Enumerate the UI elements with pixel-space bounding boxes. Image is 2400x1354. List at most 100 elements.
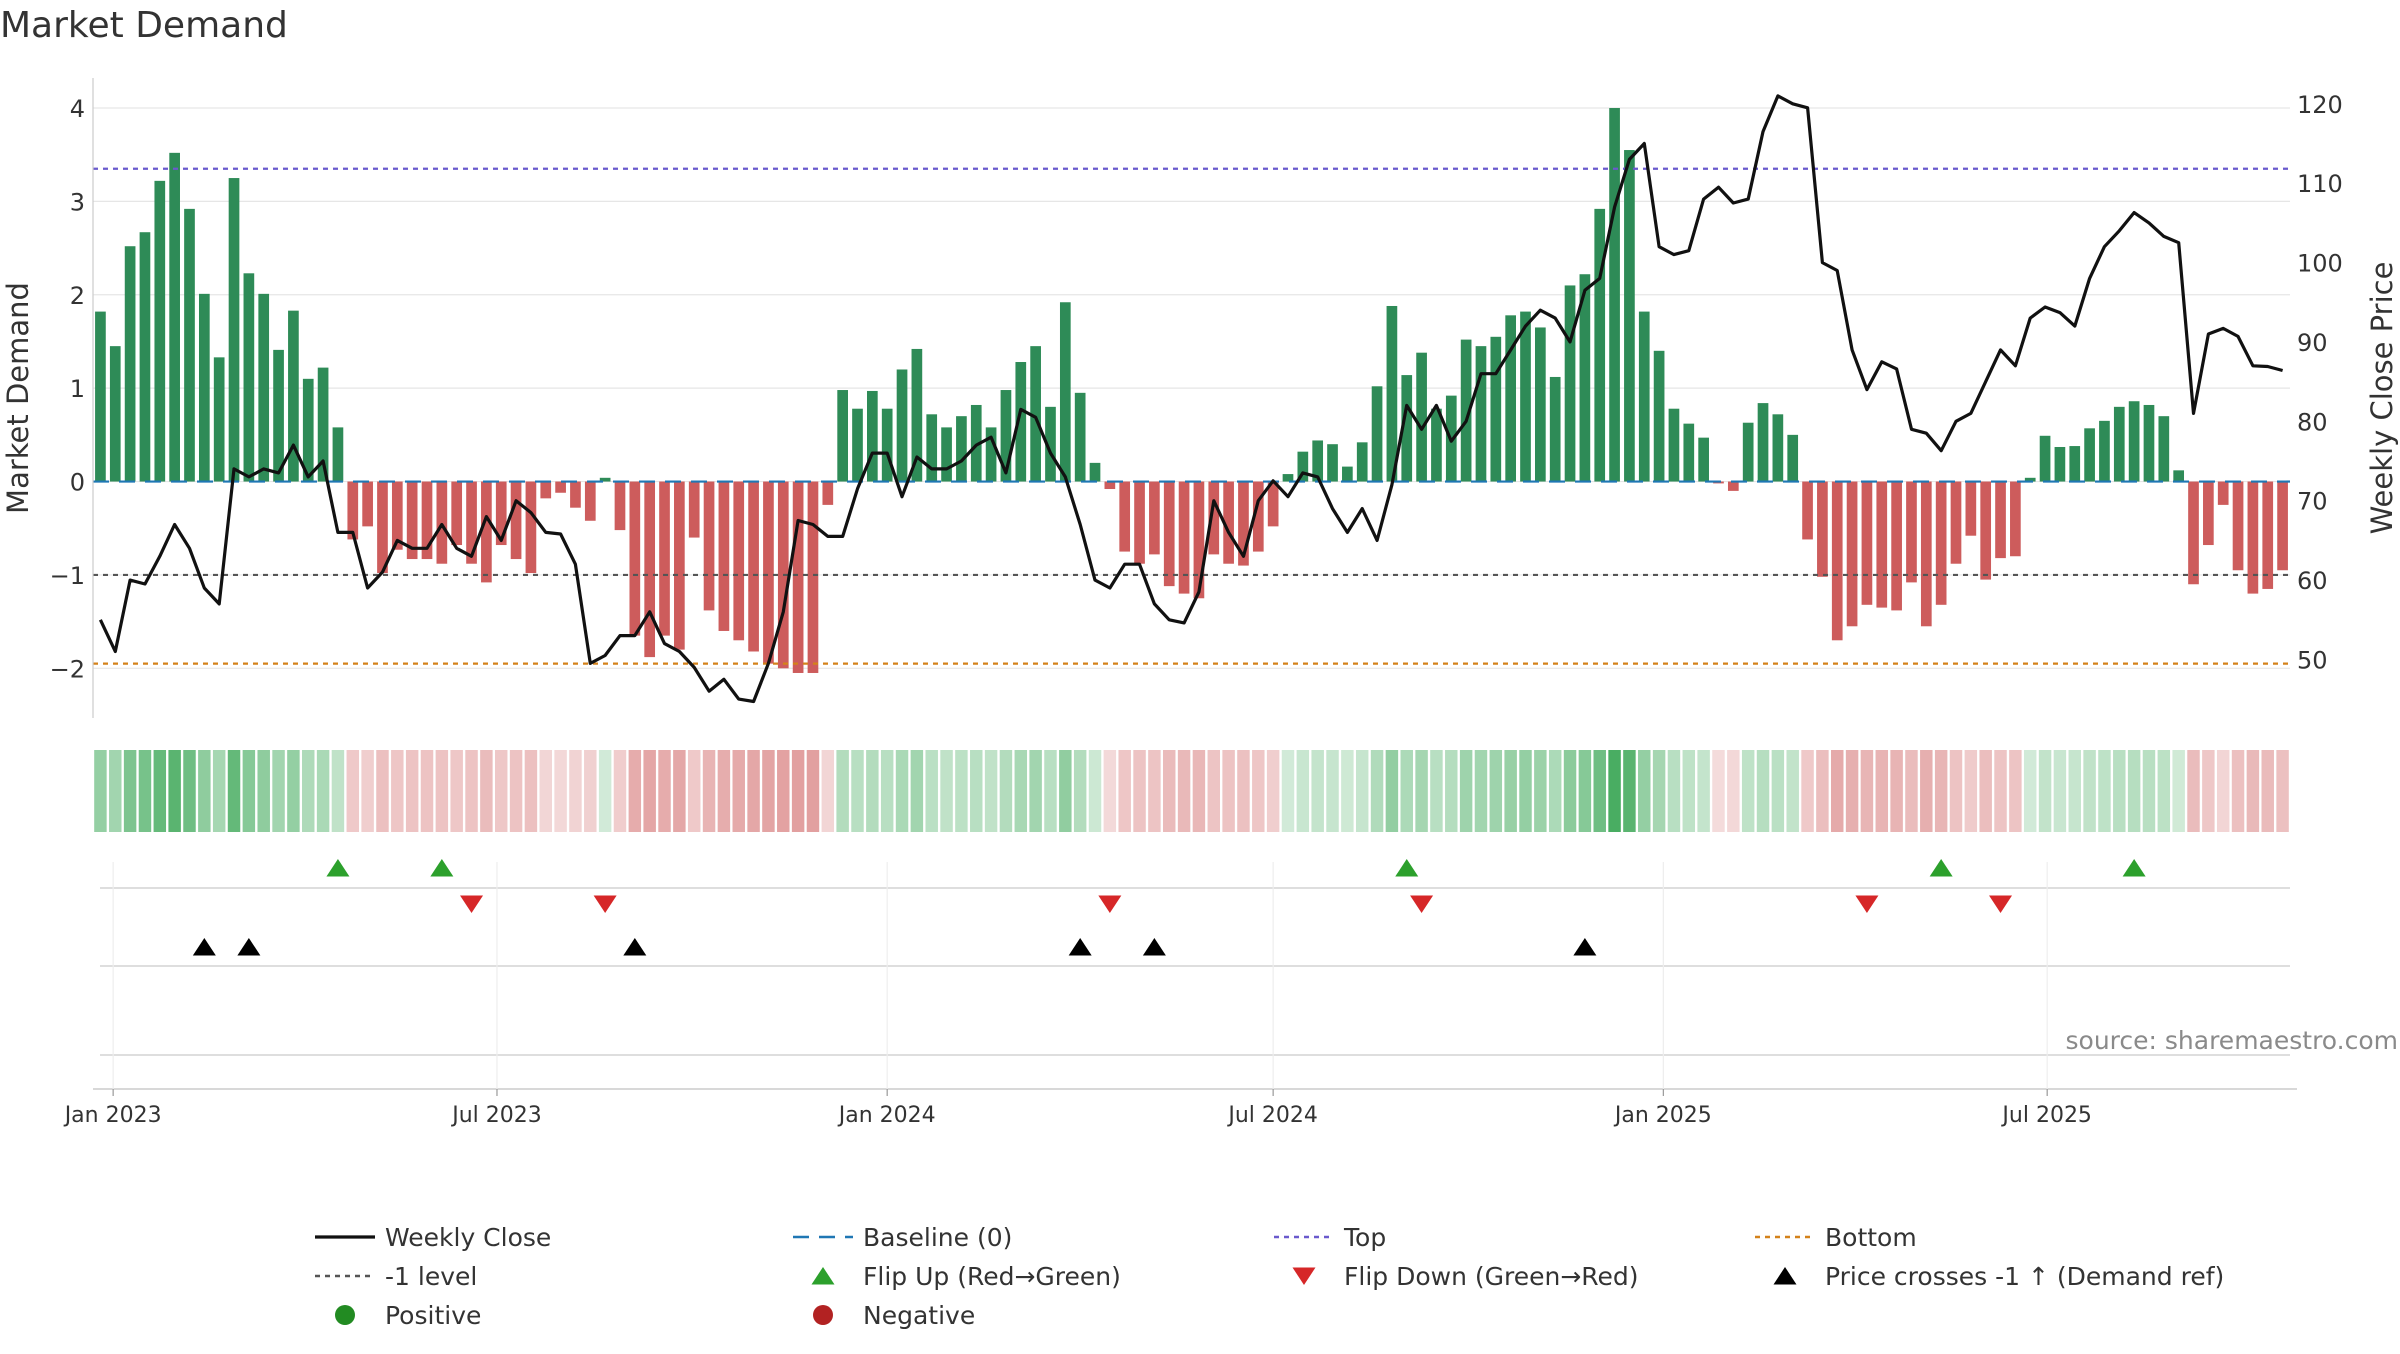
demand-bar bbox=[510, 481, 522, 560]
demand-bar bbox=[1594, 208, 1606, 482]
demand-bar bbox=[198, 293, 210, 482]
strip-cell bbox=[1252, 750, 1265, 832]
x-tick-label: Jan 2023 bbox=[63, 1103, 162, 1128]
demand-bar bbox=[377, 481, 388, 574]
strip-cell bbox=[524, 750, 538, 832]
legend-item: Bottom bbox=[1755, 1223, 1917, 1252]
chart-title: Market Demand bbox=[0, 5, 288, 46]
strip-cell bbox=[2202, 750, 2215, 832]
demand-bar bbox=[2247, 481, 2259, 594]
strip-cell bbox=[910, 750, 924, 832]
strip-cell bbox=[1623, 750, 1636, 832]
legend-swatch bbox=[1292, 1267, 1316, 1285]
demand-bar bbox=[169, 152, 180, 482]
demand-bar bbox=[1401, 375, 1413, 482]
strip-cell bbox=[1771, 750, 1785, 832]
strip-cell bbox=[1430, 750, 1443, 832]
demand-bar bbox=[1846, 481, 1858, 627]
legend-swatch bbox=[811, 1267, 835, 1285]
y2-tick-label: 70 bbox=[2297, 488, 2328, 516]
strip-cell bbox=[999, 750, 1013, 832]
legend-item: Top bbox=[1274, 1223, 1386, 1252]
demand-bar bbox=[807, 481, 819, 673]
demand-bar bbox=[1416, 352, 1427, 482]
demand-bar bbox=[570, 481, 581, 508]
demand-bar bbox=[1178, 481, 1190, 594]
strip-cell bbox=[138, 750, 152, 832]
strip-cell bbox=[1964, 750, 1978, 832]
strip-cell bbox=[2157, 750, 2171, 832]
flip-down-marker bbox=[1098, 895, 1122, 913]
demand-bar bbox=[970, 404, 982, 482]
legend-item: Flip Down (Green→Red) bbox=[1292, 1262, 1639, 1291]
legend-item: Price crosses -1 ↑ (Demand ref) bbox=[1773, 1262, 2224, 1291]
strip-cell bbox=[123, 750, 137, 832]
flip-down-marker bbox=[1855, 895, 1879, 913]
strip-cell bbox=[1563, 750, 1577, 832]
strip-cell bbox=[257, 750, 270, 832]
demand-bar bbox=[852, 408, 863, 482]
demand-bar bbox=[1772, 414, 1784, 482]
demand-bar bbox=[154, 180, 166, 482]
strip-cell bbox=[153, 750, 167, 832]
demand-bar bbox=[822, 481, 834, 505]
flip-up-marker bbox=[1929, 859, 1953, 877]
strip-cell bbox=[717, 750, 731, 832]
strip-cell bbox=[1578, 750, 1592, 832]
y2-tick-label: 50 bbox=[2297, 646, 2328, 674]
demand-bar bbox=[1861, 481, 1873, 605]
price-cross-marker bbox=[237, 938, 261, 956]
strip-cell bbox=[880, 750, 894, 832]
strip-cell bbox=[762, 750, 775, 832]
demand-bar bbox=[1134, 481, 1145, 564]
demand-bar bbox=[718, 481, 730, 631]
demand-bar bbox=[2099, 420, 2110, 482]
demand-bar bbox=[1802, 481, 1813, 540]
strip-cell bbox=[1845, 750, 1859, 832]
demand-bar bbox=[2069, 446, 2081, 482]
demand-bar bbox=[362, 481, 373, 527]
strip-cell bbox=[183, 750, 196, 832]
strip-cell bbox=[895, 750, 909, 832]
demand-bar bbox=[2203, 481, 2214, 546]
y2-tick-label: 90 bbox=[2297, 329, 2328, 357]
strip-cell bbox=[1504, 750, 1517, 832]
demand-bar bbox=[2024, 477, 2036, 482]
demand-bar bbox=[763, 481, 774, 664]
demand-bar bbox=[2128, 401, 2140, 482]
strip-cell bbox=[465, 750, 478, 832]
demand-bar bbox=[614, 481, 626, 531]
event-markers bbox=[93, 859, 2297, 1090]
legend-label: Flip Down (Green→Red) bbox=[1344, 1262, 1639, 1291]
strip-cell bbox=[331, 750, 345, 832]
reference-lines bbox=[93, 167, 2290, 665]
demand-bar bbox=[1030, 346, 1041, 482]
demand-bar bbox=[481, 481, 492, 583]
strip-cell bbox=[851, 750, 864, 832]
demand-bar bbox=[956, 416, 967, 482]
x-tick-label: Jan 2025 bbox=[1613, 1103, 1712, 1128]
strip-cell bbox=[1697, 750, 1710, 832]
demand-bar bbox=[2143, 404, 2155, 482]
x-axis: Jan 2023 Jul 2023 Jan 2024 Jul 2024 Jan 2025… bbox=[63, 1089, 2092, 1128]
y2-axis-title: Weekly Close Price bbox=[2365, 262, 2399, 535]
strip-cell bbox=[1860, 750, 1874, 832]
demand-bar bbox=[584, 481, 596, 521]
demand-bar bbox=[688, 481, 700, 538]
demand-bar bbox=[1059, 302, 1071, 482]
strip-cell bbox=[2231, 750, 2245, 832]
demand-bar bbox=[1000, 390, 1012, 482]
demand-bar bbox=[1193, 481, 1205, 599]
strip-cell bbox=[1831, 750, 1844, 832]
flip-down-marker bbox=[1410, 895, 1434, 913]
demand-bar bbox=[2010, 481, 2021, 557]
flip-up-marker bbox=[1395, 859, 1419, 877]
strip-cell bbox=[227, 750, 241, 832]
price-cross-marker bbox=[1142, 938, 1166, 956]
legend-item: Positive bbox=[335, 1301, 481, 1330]
strip-cell bbox=[1652, 750, 1666, 832]
legend-label: Negative bbox=[863, 1301, 975, 1330]
demand-bar bbox=[1074, 392, 1086, 482]
strip-cell bbox=[1088, 750, 1102, 832]
demand-bar bbox=[1995, 481, 2006, 559]
